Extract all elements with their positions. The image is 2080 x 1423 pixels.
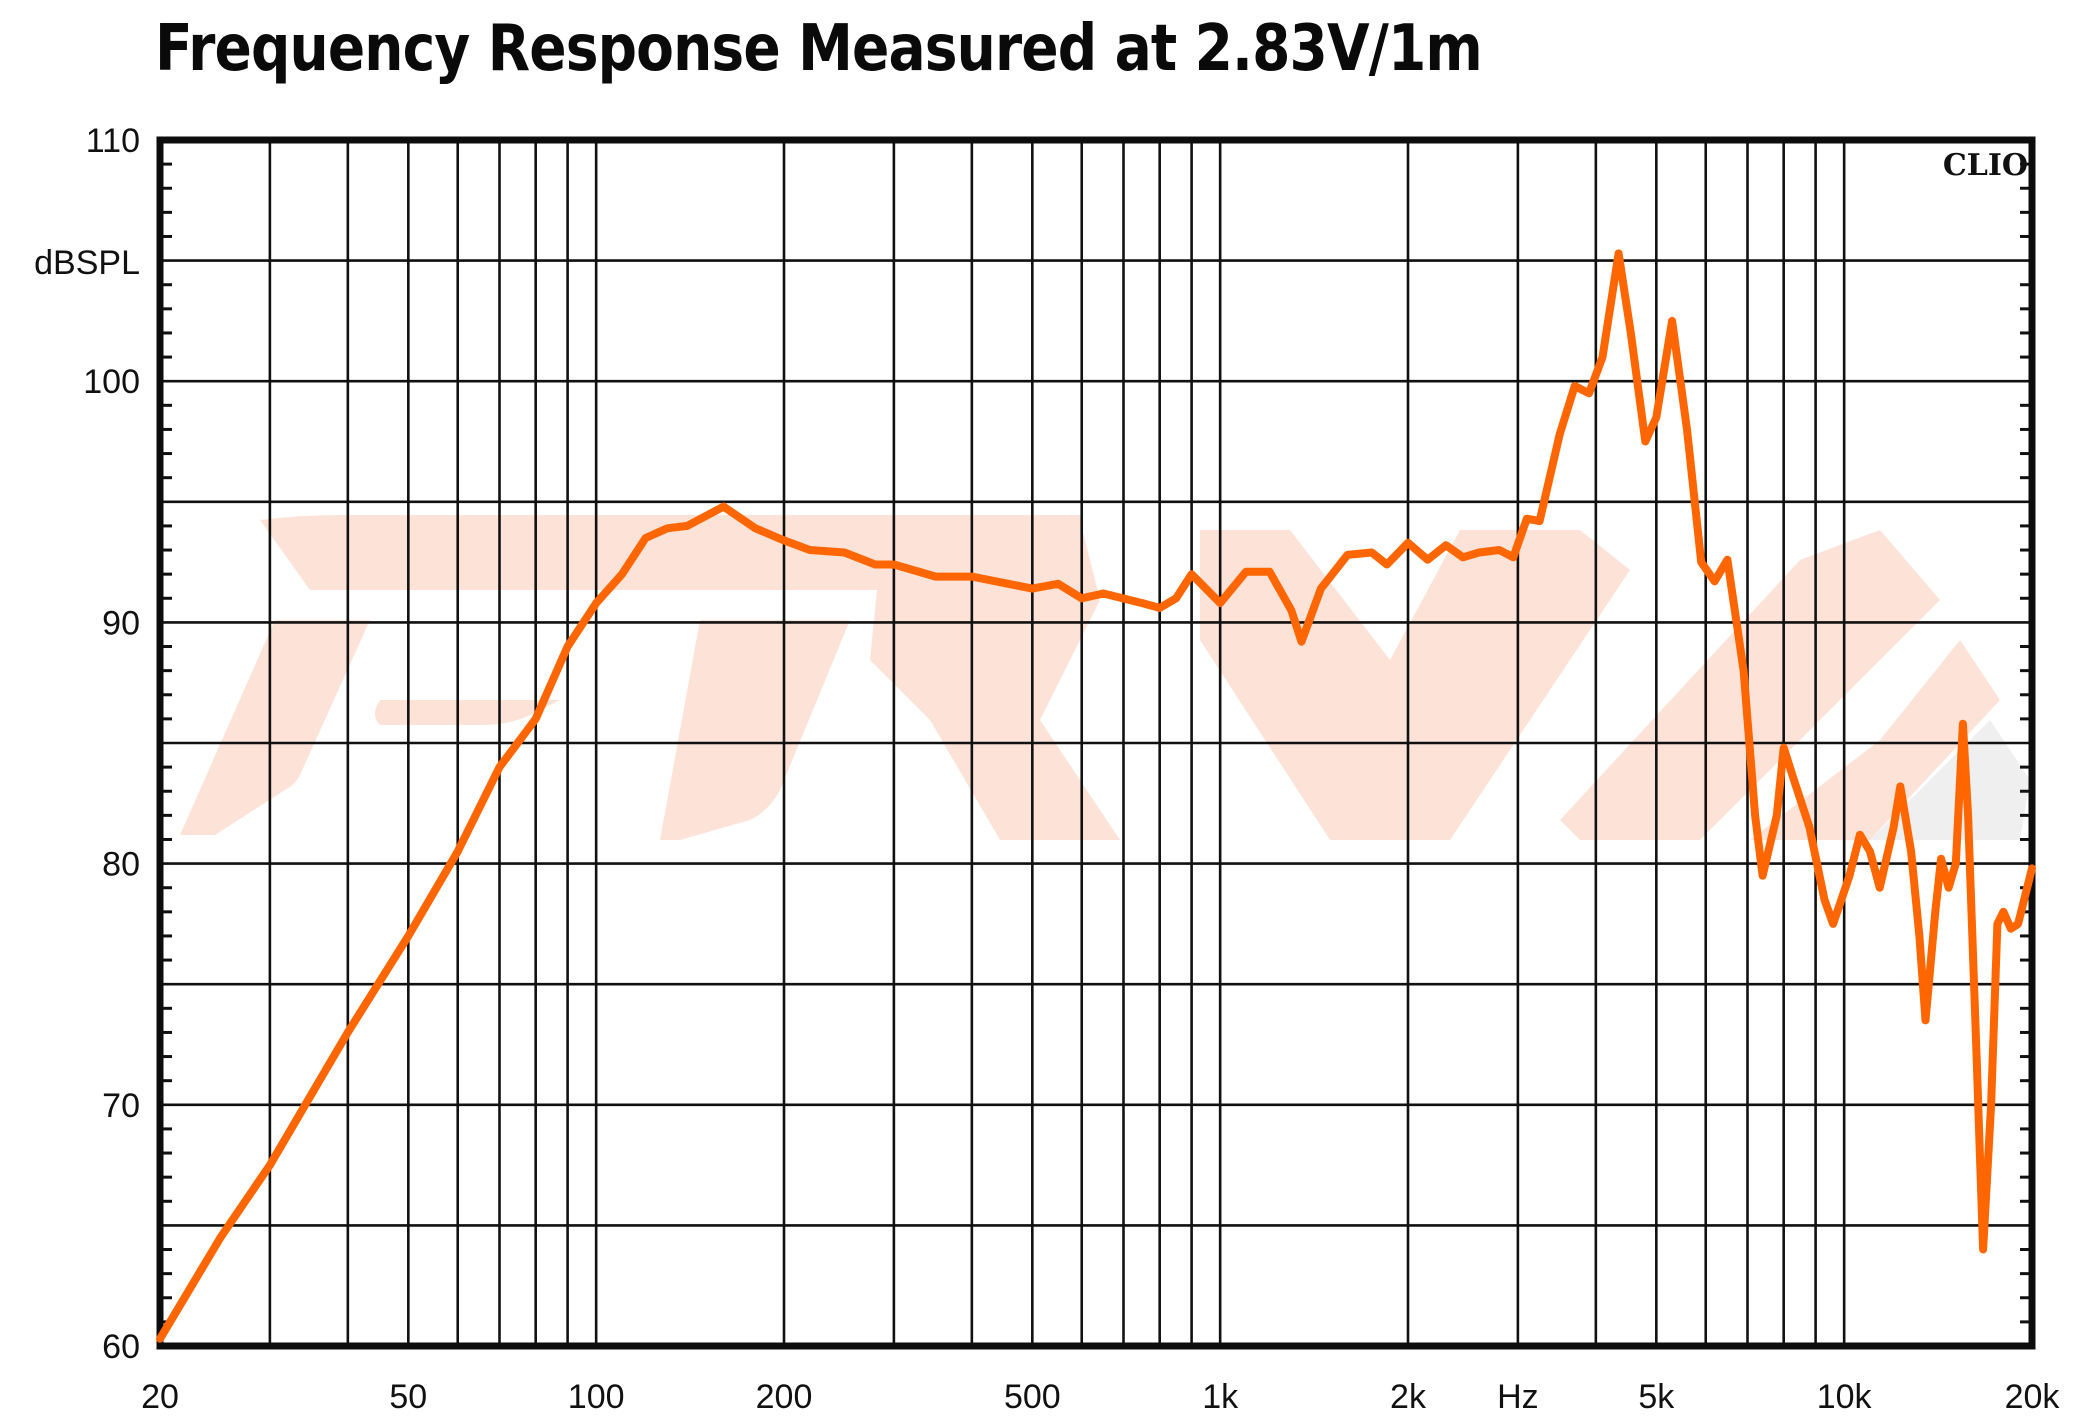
y-tick-label: 70: [102, 1087, 140, 1125]
x-tick-label: 20: [141, 1378, 179, 1416]
clio-label: CLIO: [1943, 148, 2028, 183]
x-axis-labels: 20 50 100 200 500 1k 2k Hz 5k 10k 20k: [141, 1378, 2060, 1416]
frequency-response-curve: [156, 249, 2036, 1343]
x-tick-label: Hz: [1497, 1378, 1539, 1416]
chart-title: Frequency Response Measured at 2.83V/1m: [155, 12, 1483, 86]
x-tick-label: 10k: [1817, 1378, 1873, 1416]
x-tick-label: 2k: [1390, 1378, 1427, 1416]
y-tick-label: 110: [86, 122, 140, 160]
y-tick-label: 100: [83, 363, 140, 401]
x-tick-label: 1k: [1202, 1378, 1239, 1416]
x-tick-label: 20k: [2005, 1378, 2061, 1416]
watermark-logo: [180, 515, 2030, 840]
y-axis-title: dBSPL: [34, 244, 140, 282]
x-tick-label: 500: [1004, 1378, 1061, 1416]
grid-lines: [160, 140, 2032, 1346]
x-tick-label: 200: [756, 1378, 813, 1416]
x-tick-label: 5k: [1638, 1378, 1675, 1416]
x-tick-label: 50: [389, 1378, 427, 1416]
y-tick-label: 80: [102, 846, 140, 884]
x-tick-label: 100: [568, 1378, 625, 1416]
y-axis-labels: 60 70 80 90 100 110: [83, 122, 140, 1366]
y-tick-label: 60: [102, 1328, 140, 1366]
y-tick-label: 90: [102, 604, 140, 642]
plot-frame: [156, 136, 2036, 1350]
